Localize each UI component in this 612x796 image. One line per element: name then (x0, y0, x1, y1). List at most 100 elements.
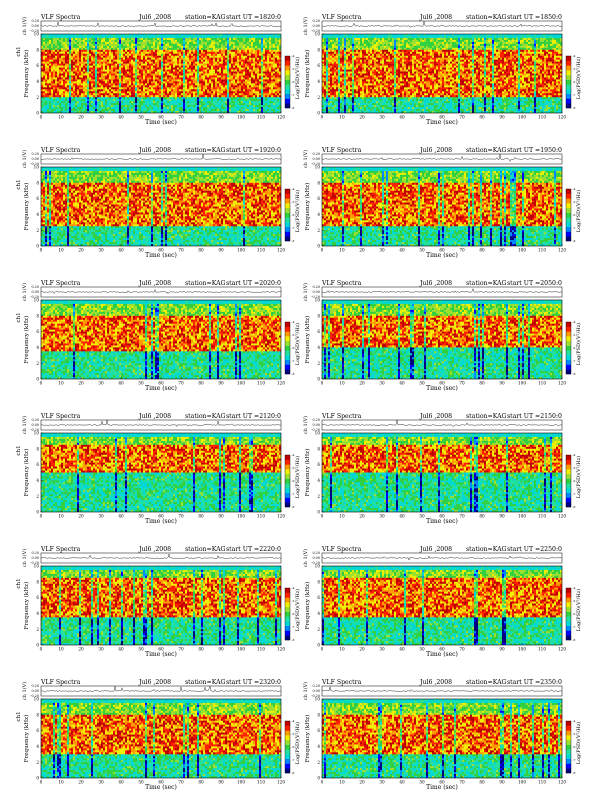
colorbar-segment (285, 502, 290, 507)
y-tick-label: 10 (315, 165, 321, 170)
trace-axis-label: ch 1(V) (302, 549, 309, 567)
channel-label: ch1 (16, 578, 22, 588)
colorbar-segment (566, 227, 571, 232)
y-tick-label: 2 (36, 228, 39, 233)
panel-product-label: VLF Spectra (40, 147, 81, 154)
panel-date-label: Jul6 ,2008 (138, 147, 171, 154)
x-tick-label: 70 (459, 381, 465, 386)
y-axis-label: Frequency (kHz) (23, 50, 30, 98)
y-tick-label: 4 (36, 345, 39, 350)
colorbar-segment (285, 726, 290, 731)
colorbar-segment (285, 65, 290, 70)
x-tick-label: 30 (379, 381, 385, 386)
colorbar-segment (285, 203, 290, 208)
colorbar-segment (566, 61, 571, 66)
y-tick-label: 8 (36, 446, 39, 451)
x-tick-label: 120 (558, 780, 566, 785)
colorbar-segment (285, 103, 290, 108)
colorbar-segment (566, 336, 571, 341)
y-tick-label: 4 (317, 345, 320, 350)
colorbar-segment (566, 479, 571, 484)
colorbar-segment (566, 474, 571, 479)
x-tick-label: 110 (538, 381, 546, 386)
y-tick-label: 4 (36, 478, 39, 483)
panel-product-label: VLF Spectra (40, 546, 81, 553)
panel-station-label: station=KAG (185, 147, 226, 154)
trace-tick-label: 0.20 (312, 152, 320, 156)
colorbar-segment (566, 203, 571, 208)
y-tick-label: 4 (317, 611, 320, 616)
x-tick-label: 110 (257, 514, 265, 519)
colorbar-segment (285, 493, 290, 498)
x-tick-label: 0 (321, 381, 324, 386)
x-tick-label: 0 (321, 780, 324, 785)
y-tick-label: 4 (317, 478, 320, 483)
trace-tick-label: 0.20 (31, 285, 39, 289)
x-tick-label: 90 (499, 115, 505, 120)
panel-start-ut-label: start UT =2020:0 (226, 280, 281, 287)
colorbar-segment (566, 493, 571, 498)
trace-frame (41, 553, 281, 563)
channel-label: ch1 (16, 711, 22, 721)
x-tick-label: 40 (399, 381, 405, 386)
panel-station-label: station=KAG (466, 14, 507, 21)
colorbar-segment (566, 346, 571, 351)
y-tick-label: 4 (317, 212, 320, 217)
x-tick-label: 0 (40, 647, 43, 652)
x-tick-label: 70 (178, 381, 184, 386)
spectrogram-image (322, 300, 562, 379)
colorbar-segment (566, 768, 571, 773)
x-tick-label: 70 (459, 780, 465, 785)
colorbar-segment (566, 730, 571, 735)
y-tick-label: 2 (317, 228, 320, 233)
x-tick-label: 20 (359, 381, 365, 386)
panel-date-label: Jul6 ,2008 (138, 546, 171, 553)
colorbar-segment (566, 222, 571, 227)
channel-label: ch1 (16, 46, 22, 56)
trace-tick-label: 0.00 (31, 290, 39, 294)
panel-station-label: station=KAG (466, 413, 507, 420)
colorbar-segment (566, 217, 571, 222)
colorbar-segment (566, 327, 571, 332)
colorbar-segment (566, 754, 571, 759)
y-tick-label: 4 (36, 212, 39, 217)
x-tick-label: 70 (178, 514, 184, 519)
x-tick-label: 100 (518, 514, 526, 519)
x-tick-label: 120 (277, 647, 285, 652)
colorbar-segment (566, 99, 571, 104)
x-tick-label: 30 (98, 248, 104, 253)
y-tick-label: 8 (36, 313, 39, 318)
colorbar-segment (285, 635, 290, 640)
colorbar-segment (285, 721, 290, 726)
x-tick-label: 120 (558, 115, 566, 120)
spectrogram-image (41, 167, 281, 246)
x-axis-label: Time (sec) (145, 252, 177, 259)
x-tick-label: 100 (237, 115, 245, 120)
colorbar-tick-label: -8 (573, 505, 576, 509)
colorbar-segment (566, 460, 571, 465)
y-tick-label: 2 (317, 95, 320, 100)
x-tick-label: 40 (399, 248, 405, 253)
colorbar-segment (285, 56, 290, 61)
panel-station-label: station=KAG (185, 14, 226, 21)
panel-product-label: VLF Spectra (40, 280, 81, 287)
x-axis-label: Time (sec) (426, 784, 458, 791)
colorbar-tick-label: -8 (292, 505, 295, 509)
panel-start-ut-label: start UT =2050:0 (507, 280, 562, 287)
panel-start-ut-label: start UT =1950:0 (507, 147, 562, 154)
colorbar-segment (566, 70, 571, 75)
colorbar-segment (285, 327, 290, 332)
trace-tick-label: 0.00 (31, 423, 39, 427)
x-axis-label: Time (sec) (145, 784, 177, 791)
x-tick-label: 110 (257, 115, 265, 120)
y-tick-label: 10 (315, 32, 321, 37)
x-axis-label: Time (sec) (426, 385, 458, 392)
y-tick-label: 10 (315, 298, 321, 303)
colorbar-segment (285, 612, 290, 617)
colorbar-segment (285, 75, 290, 80)
x-tick-label: 50 (419, 647, 425, 652)
